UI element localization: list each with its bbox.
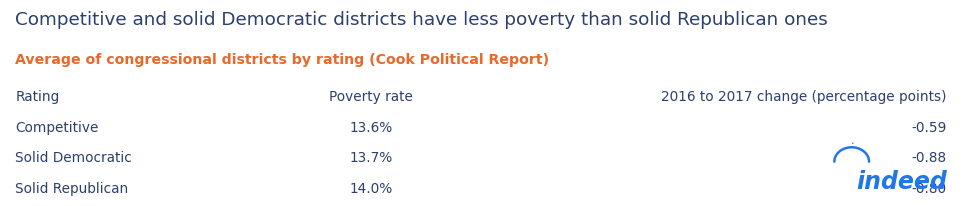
Text: Solid Democratic: Solid Democratic — [15, 151, 132, 165]
Text: Average of congressional districts by rating (Cook Political Report): Average of congressional districts by ra… — [15, 53, 549, 67]
Text: -0.59: -0.59 — [911, 121, 947, 135]
Text: -0.88: -0.88 — [912, 151, 947, 165]
Text: 13.6%: 13.6% — [350, 121, 392, 135]
Text: Competitive and solid Democratic districts have less poverty than solid Republic: Competitive and solid Democratic distric… — [15, 11, 828, 29]
Text: 2016 to 2017 change (percentage points): 2016 to 2017 change (percentage points) — [661, 90, 947, 104]
Text: -0.80: -0.80 — [912, 182, 947, 196]
Text: •: • — [850, 141, 853, 146]
Text: 13.7%: 13.7% — [350, 151, 392, 165]
Text: Solid Republican: Solid Republican — [15, 182, 128, 196]
Text: Poverty rate: Poverty rate — [329, 90, 414, 104]
Text: Rating: Rating — [15, 90, 60, 104]
Text: indeed: indeed — [856, 170, 947, 194]
Text: Competitive: Competitive — [15, 121, 98, 135]
Text: 14.0%: 14.0% — [350, 182, 392, 196]
